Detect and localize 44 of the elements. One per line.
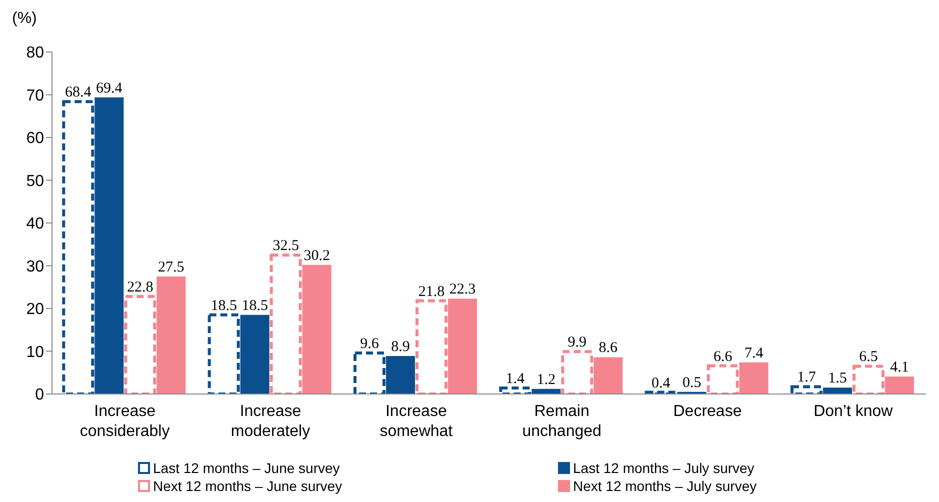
y-tick-label: 0	[35, 386, 44, 404]
data-label: 1.7	[797, 370, 816, 386]
data-label: 18.5	[210, 298, 237, 314]
data-label: 1.2	[536, 372, 556, 388]
data-label: 22.8	[127, 280, 154, 296]
legend-label: Next 12 months – June survey	[153, 478, 342, 494]
data-label: 1.5	[828, 370, 847, 387]
data-label: 6.6	[713, 348, 733, 365]
data-label: 18.5	[242, 298, 268, 314]
data-label: 9.6	[360, 336, 380, 352]
y-axis-title: (%)	[12, 10, 37, 28]
x-tick-label: Don’t know	[814, 403, 894, 420]
legend-label: Last 12 months – June survey	[153, 460, 340, 476]
data-label: 32.5	[272, 238, 299, 254]
y-tick-label: 40	[26, 216, 44, 233]
data-label: 27.5	[158, 259, 184, 276]
data-label: 6.5	[859, 349, 878, 366]
y-tick-label: 50	[26, 172, 44, 190]
x-tick-label: Decrease	[673, 403, 742, 420]
y-tick-label: 80	[26, 44, 44, 62]
y-tick-label: 10	[26, 344, 44, 361]
y-tick-label: 20	[26, 301, 44, 318]
x-tick-label: Remain unchanged	[522, 403, 602, 440]
data-label: 69.4	[96, 80, 123, 96]
x-tick-label: Increase moderately	[230, 403, 310, 440]
data-label: 22.3	[449, 282, 476, 298]
data-label: 4.1	[890, 359, 909, 376]
y-tick-label: 60	[26, 130, 44, 148]
data-label: 0.4	[651, 375, 671, 392]
y-tick-label: 30	[26, 258, 44, 276]
data-label: 7.4	[744, 345, 764, 362]
x-tick-label: Increase considerably	[80, 403, 170, 440]
data-label: 8.6	[598, 340, 618, 356]
data-label: 0.5	[682, 374, 702, 391]
data-label: 1.4	[506, 371, 526, 388]
y-tick-label: 70	[26, 87, 44, 104]
x-tick-label: Increase somewhat	[380, 403, 454, 440]
data-label: 30.2	[304, 248, 330, 264]
legend-label: Next 12 months – July survey	[573, 478, 757, 494]
data-label: 8.9	[391, 338, 410, 355]
legend-label: Last 12 months – July survey	[573, 460, 754, 476]
data-label: 9.9	[568, 334, 587, 351]
data-label: 21.8	[418, 284, 445, 300]
data-label: 68.4	[65, 84, 92, 101]
